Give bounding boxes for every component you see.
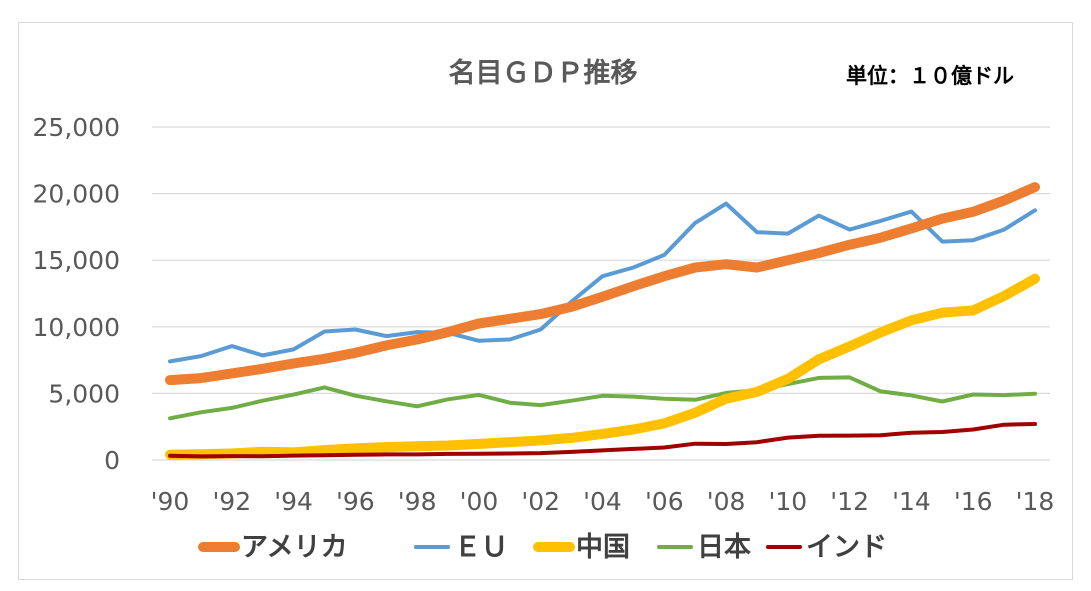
- x-tick-label: '14: [892, 487, 931, 516]
- x-tick-label: '06: [645, 487, 684, 516]
- series-lines: [165, 182, 1040, 460]
- legend-label: アメリカ: [241, 532, 348, 563]
- x-tick-label: '96: [336, 487, 375, 516]
- x-tick-label: '16: [954, 487, 993, 516]
- series-line-4: [168, 422, 1037, 459]
- y-axis-ticks: 0 5,000 10,000 15,000 20,000 25,000: [33, 113, 120, 475]
- chart-frame: [18, 22, 1073, 580]
- unit-label: 単位：１０億ドル: [846, 64, 1014, 88]
- y-tick-label: 0: [104, 446, 120, 475]
- legend-label: インド: [806, 532, 887, 563]
- y-tick-label: 15,000: [33, 246, 120, 275]
- x-tick-label: '90: [151, 487, 190, 516]
- x-tick-label: '92: [212, 487, 251, 516]
- x-tick-label: '04: [583, 487, 622, 516]
- series-line-1: [168, 201, 1037, 364]
- x-tick-label: '08: [707, 487, 746, 516]
- chart-title: 名目ＧＤＰ推移: [449, 57, 638, 89]
- x-tick-label: '94: [274, 487, 313, 516]
- y-tick-label: 20,000: [33, 180, 120, 209]
- legend-label: 中国: [576, 532, 630, 563]
- legend: アメリカ ＥＵ 中国 日本 インド: [198, 532, 887, 563]
- legend-label: 日本: [697, 532, 751, 563]
- x-tick-label: '10: [769, 487, 808, 516]
- y-tick-label: 10,000: [33, 313, 120, 342]
- legend-label: ＥＵ: [454, 532, 508, 563]
- series-line-2: [165, 273, 1040, 460]
- x-tick-label: '00: [460, 487, 499, 516]
- x-tick-label: '18: [1016, 487, 1055, 516]
- x-tick-label: '02: [521, 487, 560, 516]
- y-tick-label: 25,000: [33, 113, 120, 142]
- series-line-3: [168, 375, 1037, 421]
- series-line-0: [165, 182, 1040, 386]
- x-tick-label: '98: [398, 487, 437, 516]
- x-tick-label: '12: [830, 487, 869, 516]
- x-axis-ticks: '90 '92 '94 '96 '98 '00 '02 '04 '06 '08 '10 '12 '14 '…: [151, 487, 1055, 516]
- y-tick-label: 5,000: [48, 379, 120, 408]
